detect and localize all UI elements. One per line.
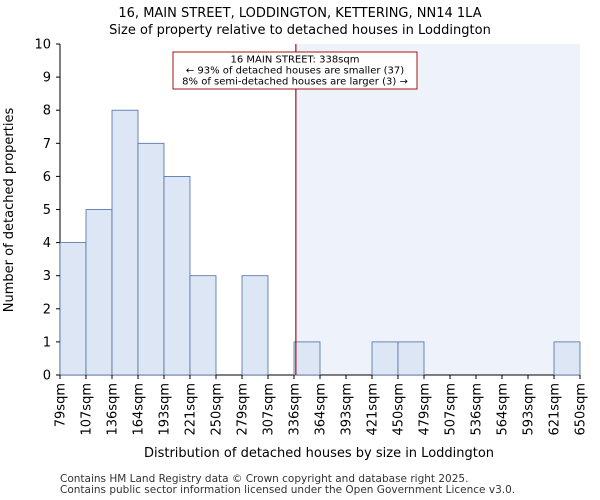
x-tick-label: 307sqm <box>262 383 277 436</box>
bar <box>85 209 113 376</box>
x-tick-label: 336sqm <box>288 383 303 436</box>
footer-copyright: Contains HM Land Registry data © Crown c… <box>60 473 469 485</box>
x-tick-label: 364sqm <box>314 383 329 436</box>
bar <box>59 242 87 376</box>
chart-subtitle: Size of property relative to detached ho… <box>109 23 491 38</box>
annotation-box <box>172 51 418 90</box>
x-axis-label: Distribution of detached houses by size … <box>144 446 494 461</box>
y-tick-label: 4 <box>43 236 51 251</box>
x-tick-label: 564sqm <box>496 383 511 436</box>
larger-region-shade <box>295 44 580 375</box>
bar <box>137 142 165 376</box>
bar <box>397 341 425 376</box>
y-tick-label: 5 <box>43 203 51 218</box>
y-tick-label: 7 <box>43 137 51 152</box>
y-tick-label: 2 <box>43 302 51 317</box>
x-tick-label: 79sqm <box>54 383 69 427</box>
y-tick-label: 6 <box>43 170 51 185</box>
x-tick-label: 250sqm <box>210 383 225 436</box>
y-axis-label: Number of detached properties <box>2 108 17 313</box>
x-tick-label: 221sqm <box>184 383 199 436</box>
x-tick-label: 279sqm <box>236 383 251 436</box>
y-tick-label: 8 <box>43 104 51 119</box>
bar <box>163 175 191 376</box>
y-tick-label: 9 <box>43 71 51 86</box>
x-tick-label: 136sqm <box>106 383 121 436</box>
bar <box>241 275 269 376</box>
y-tick-label: 1 <box>43 335 51 350</box>
y-tick-label: 0 <box>43 369 51 384</box>
x-tick-label: 393sqm <box>340 383 355 436</box>
bar <box>111 109 139 376</box>
bar <box>189 275 217 376</box>
x-tick-label: 450sqm <box>392 383 407 436</box>
annotation-line2: ← 93% of detached houses are smaller (37… <box>186 66 404 77</box>
x-tick-label: 421sqm <box>366 383 381 436</box>
x-tick-label: 536sqm <box>470 383 485 436</box>
x-tick-label: 650sqm <box>574 383 589 436</box>
y-tick-label: 3 <box>43 269 51 284</box>
x-tick-label: 621sqm <box>548 383 563 436</box>
x-tick-label: 479sqm <box>418 383 433 436</box>
footer-licence: Contains public sector information licen… <box>60 484 516 496</box>
y-tick-label: 10 <box>34 38 51 53</box>
bar <box>293 341 321 376</box>
annotation-line3: 8% of semi-detached houses are larger (3… <box>182 77 408 88</box>
x-tick-label: 507sqm <box>444 383 459 436</box>
x-tick-label: 164sqm <box>132 383 147 436</box>
x-tick-label: 107sqm <box>80 383 95 436</box>
bar <box>371 341 399 376</box>
chart-title: 16, MAIN STREET, LODDINGTON, KETTERING, … <box>118 6 481 21</box>
bar <box>553 341 581 376</box>
x-tick-label: 593sqm <box>522 383 537 436</box>
x-tick-label: 193sqm <box>158 383 173 436</box>
plot-area: 0 1 2 3 4 5 6 7 8 9 10 79sqm 107sqm 136sqm 164sqm 193sq… <box>34 38 588 436</box>
annotation-line1: 16 MAIN STREET: 338sqm <box>231 55 360 66</box>
